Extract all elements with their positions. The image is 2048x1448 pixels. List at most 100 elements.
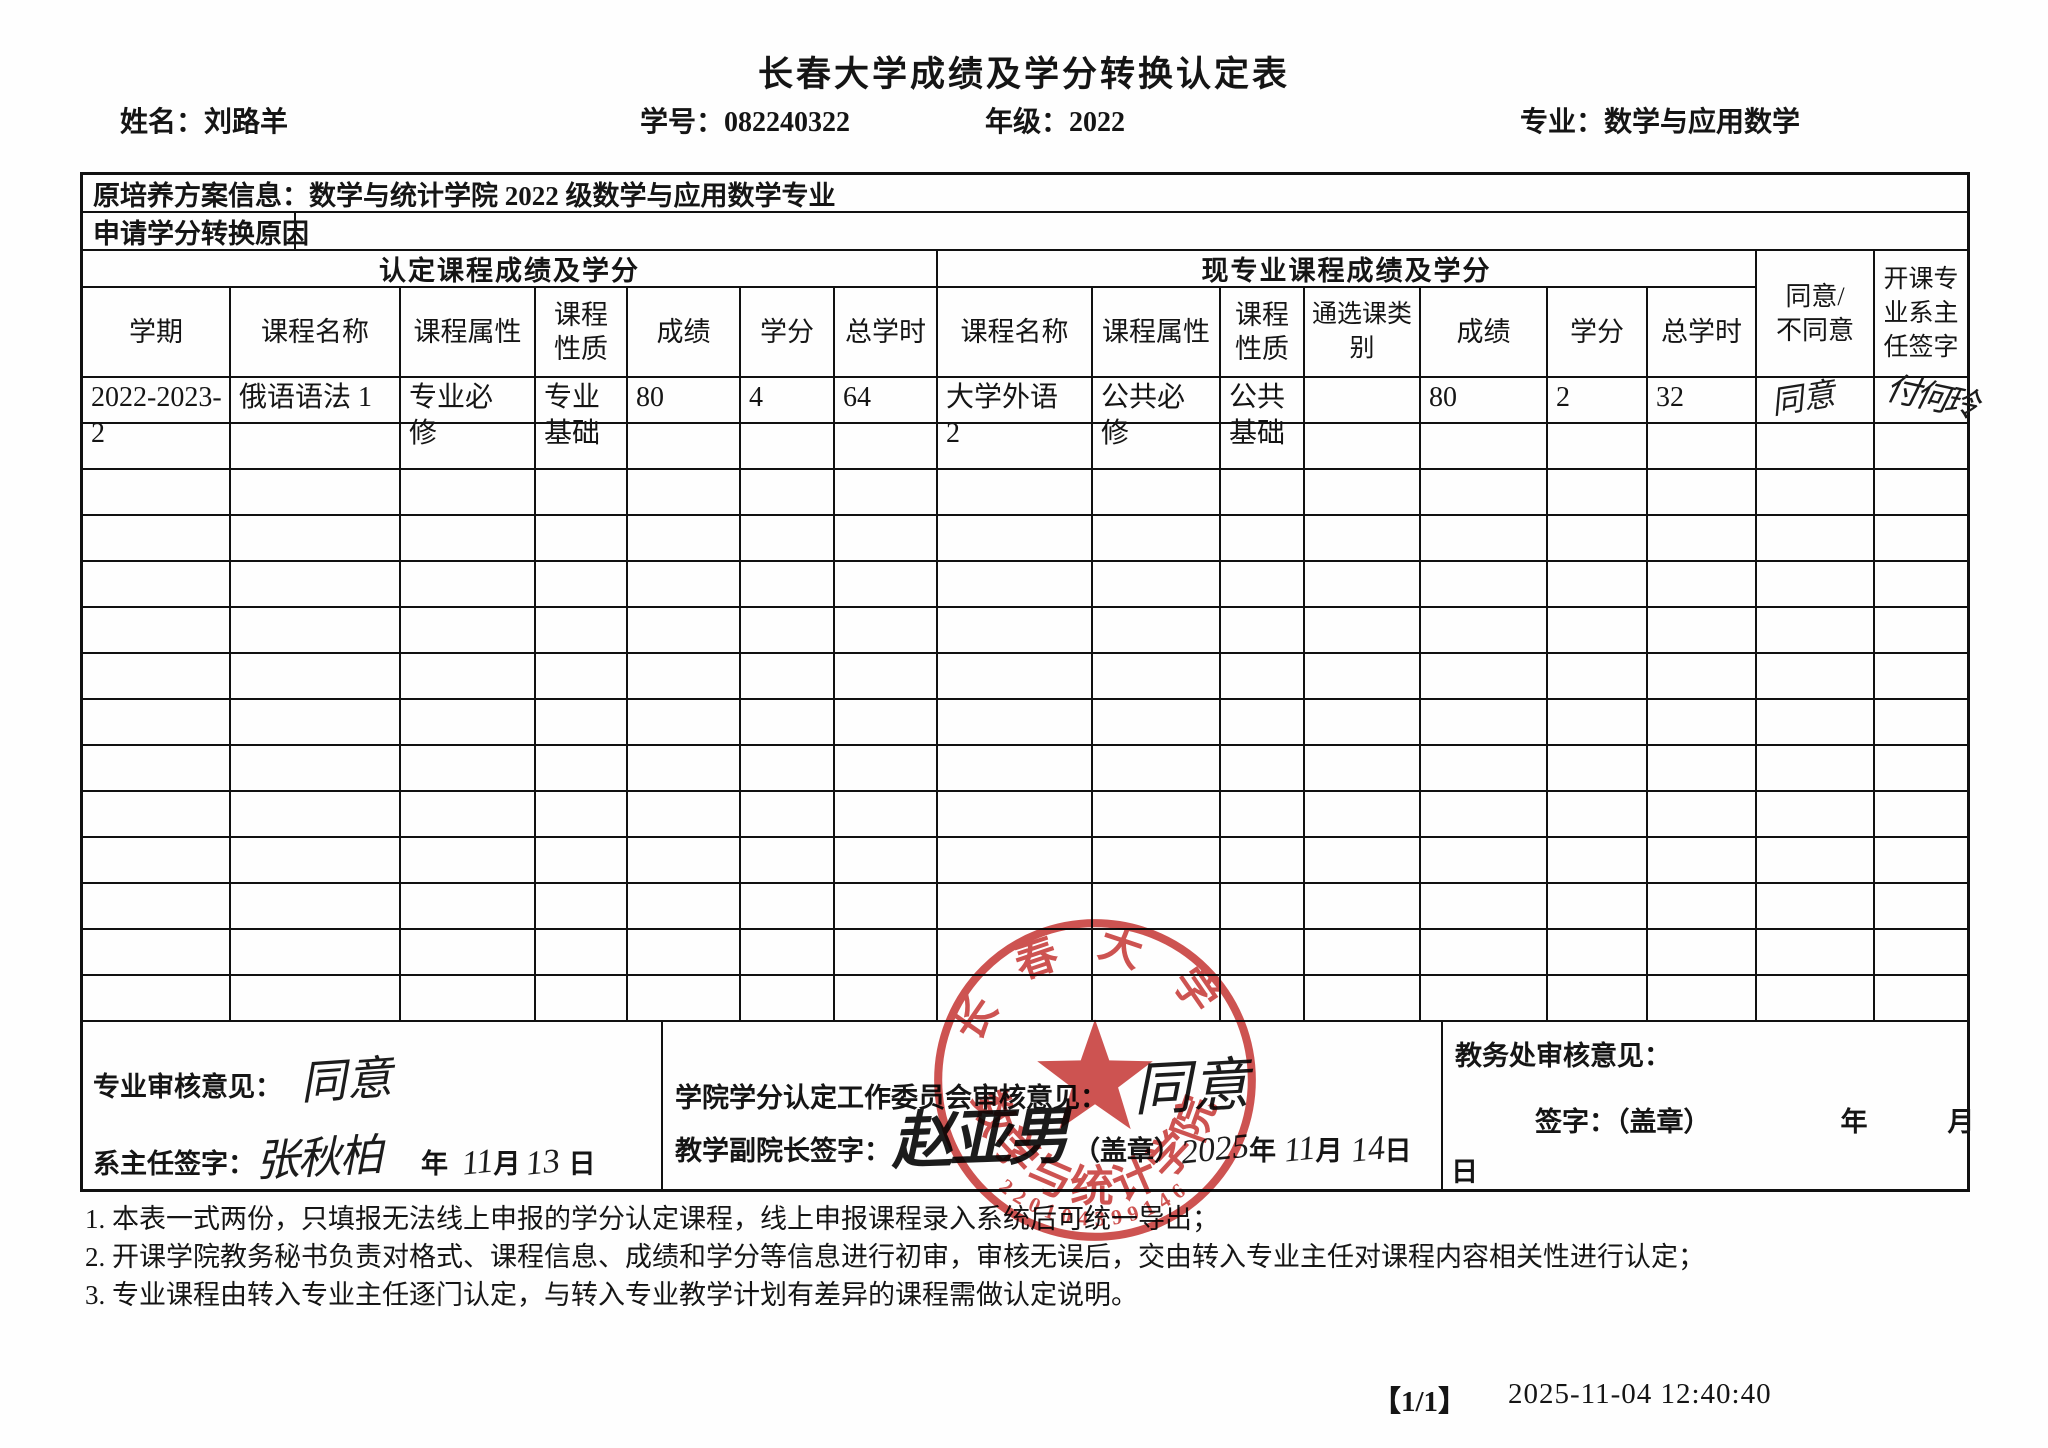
dept-month-label: 月 <box>493 1149 521 1179</box>
empty-cell <box>1093 516 1221 562</box>
empty-cell <box>741 516 835 562</box>
empty-cell <box>741 470 835 516</box>
major-review-label: 专业审核意见： <box>93 1072 282 1102</box>
empty-cell <box>401 608 536 654</box>
empty-cell <box>1221 654 1305 700</box>
empty-cell <box>1221 608 1305 654</box>
empty-cell <box>1093 930 1221 976</box>
empty-cell <box>1757 700 1875 746</box>
empty-cell <box>231 470 401 516</box>
empty-cell <box>938 654 1093 700</box>
reason-row: 申请学分转换原因 <box>83 213 1967 251</box>
empty-cell <box>536 608 628 654</box>
empty-cell <box>1548 792 1648 838</box>
col-header-course2: 课程名称 <box>938 288 1093 378</box>
cell-score: 80 <box>628 378 741 424</box>
empty-cell <box>1648 976 1757 1022</box>
empty-cell <box>1548 930 1648 976</box>
empty-cell <box>83 470 231 516</box>
empty-cell <box>1548 884 1648 930</box>
empty-cell <box>231 700 401 746</box>
empty-cell <box>938 838 1093 884</box>
empty-cell <box>1875 976 1967 1022</box>
page-title: 长春大学成绩及学分转换认定表 <box>757 55 1290 94</box>
col-header-elective: 通选课类别 <box>1305 288 1421 378</box>
empty-cell <box>741 976 835 1022</box>
empty-cell <box>1305 608 1421 654</box>
empty-cell <box>536 700 628 746</box>
footnotes: 1. 本表一式两份，只填报无法线上申报的学分认定课程，线上申报课程录入系统后可统… <box>85 1200 2035 1314</box>
empty-cell <box>83 608 231 654</box>
empty-cell <box>83 930 231 976</box>
empty-cell <box>401 930 536 976</box>
empty-cell <box>1305 884 1421 930</box>
cell-value: 64 <box>843 382 871 413</box>
empty-cell <box>628 976 741 1022</box>
empty-cell <box>1421 562 1548 608</box>
empty-cell <box>1548 608 1648 654</box>
review-band: 专业审核意见： 同意 系主任签字： 张秋柏 年 11 月 13 日 学院学分认定… <box>83 1022 1975 1189</box>
dept-day-label: 日 <box>568 1149 596 1179</box>
vd-day-handwriting: 14 <box>1348 1129 1387 1170</box>
empty-cell <box>1875 792 1967 838</box>
empty-cell <box>835 976 938 1022</box>
empty-cell <box>1221 424 1305 470</box>
empty-cell <box>1221 792 1305 838</box>
empty-cell <box>1305 700 1421 746</box>
empty-cell <box>938 746 1093 792</box>
empty-cell <box>1421 700 1548 746</box>
vd-month-label: 月 <box>1315 1136 1343 1166</box>
empty-cell <box>1548 470 1648 516</box>
empty-cell <box>1421 516 1548 562</box>
empty-cell <box>536 424 628 470</box>
empty-cell <box>1757 516 1875 562</box>
empty-cell <box>1221 700 1305 746</box>
empty-cell <box>83 424 231 470</box>
empty-cell <box>83 746 231 792</box>
empty-cell <box>741 792 835 838</box>
empty-cell <box>1221 746 1305 792</box>
student-name: 姓名：刘路羊 <box>120 107 289 138</box>
empty-cell <box>536 884 628 930</box>
empty-cell <box>628 608 741 654</box>
empty-cell <box>1757 470 1875 516</box>
col-header-course: 课程名称 <box>231 288 401 378</box>
empty-cell <box>536 930 628 976</box>
empty-cell <box>938 884 1093 930</box>
empty-cell <box>835 700 938 746</box>
empty-cell <box>938 608 1093 654</box>
cell-value: 80 <box>636 382 664 413</box>
empty-cell <box>83 976 231 1022</box>
vd-month-handwriting: 11 <box>1282 1129 1318 1170</box>
empty-cell <box>401 516 536 562</box>
column-header-row: 学期 课程名称 课程属性 课程性质 成绩 学分 总学时 课程名称 课程属性 课程… <box>83 288 1757 378</box>
cell-elective <box>1305 378 1421 424</box>
empty-cell <box>536 470 628 516</box>
empty-cell <box>1648 930 1757 976</box>
empty-cell <box>1548 562 1648 608</box>
empty-cell <box>1757 654 1875 700</box>
empty-cell <box>1093 654 1221 700</box>
empty-cell <box>835 930 938 976</box>
empty-cell <box>1093 976 1221 1022</box>
cell-hours2: 32 <box>1648 378 1757 424</box>
empty-cell <box>1221 930 1305 976</box>
empty-cell <box>1221 838 1305 884</box>
empty-cell <box>401 746 536 792</box>
empty-cell <box>1875 838 1967 884</box>
cell-value: 公共必修 <box>1101 382 1186 449</box>
cell-value: 80 <box>1429 382 1457 413</box>
seal-note: （盖章） <box>1073 1136 1182 1166</box>
empty-cell <box>231 516 401 562</box>
empty-cell <box>231 654 401 700</box>
plan-info-row: 原培养方案信息：数学与统计学院 2022 级数学与应用数学专业 <box>83 175 1967 213</box>
empty-cell <box>231 424 401 470</box>
empty-cell <box>231 792 401 838</box>
empty-cell <box>536 976 628 1022</box>
empty-cell <box>83 654 231 700</box>
vd-year-label: 年 <box>1249 1136 1277 1166</box>
office-day-label: 日 <box>1451 1157 1478 1187</box>
empty-cell <box>1648 838 1757 884</box>
empty-cell <box>401 470 536 516</box>
student-grade: 年级：2022 <box>985 107 1126 138</box>
